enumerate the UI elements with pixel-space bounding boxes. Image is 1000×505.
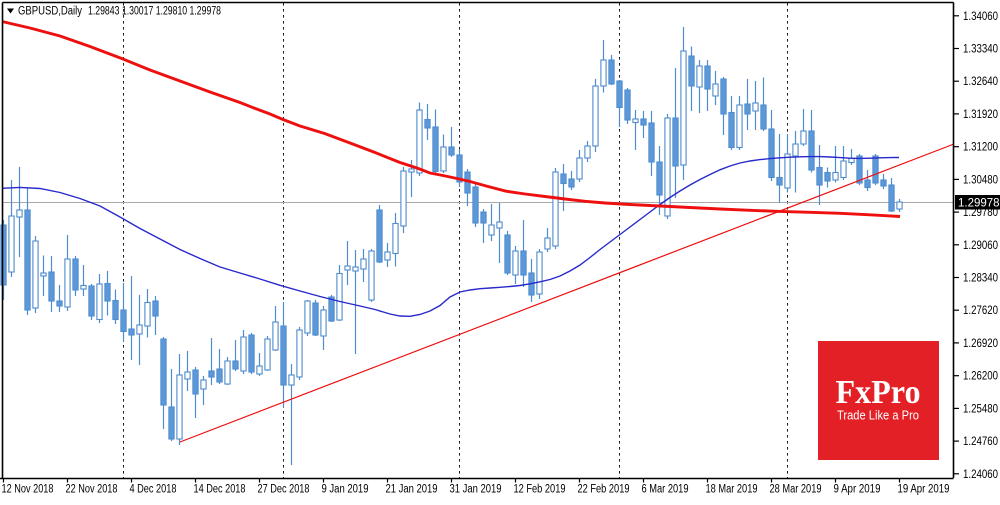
svg-text:18 Mar 2019: 18 Mar 2019 [706,484,758,496]
svg-text:1.29060: 1.29060 [963,240,998,252]
svg-text:GBPUSD,Daily: GBPUSD,Daily [18,6,82,18]
svg-text:1.29843 1.30017 1.29810 1.2997: 1.29843 1.30017 1.29810 1.29978 [88,6,221,18]
svg-text:1.29978: 1.29978 [958,198,1000,210]
svg-text:1.26920: 1.26920 [963,338,998,350]
svg-text:31 Jan 2019: 31 Jan 2019 [450,484,502,496]
svg-text:1.31200: 1.31200 [963,142,998,154]
svg-text:1.28340: 1.28340 [963,273,998,285]
svg-text:6 Mar 2019: 6 Mar 2019 [642,484,689,496]
svg-text:27 Dec 2018: 27 Dec 2018 [258,484,310,496]
svg-text:1.32640: 1.32640 [963,76,998,88]
svg-text:1.24760: 1.24760 [963,436,998,448]
svg-text:Trade Like a Pro: Trade Like a Pro [837,409,919,423]
svg-text:1.30480: 1.30480 [963,174,998,186]
svg-text:19 Apr 2019: 19 Apr 2019 [898,484,950,496]
svg-text:9 Jan 2019: 9 Jan 2019 [322,484,369,496]
svg-text:28 Mar 2019: 28 Mar 2019 [770,484,822,496]
svg-text:1.27620: 1.27620 [963,305,998,317]
svg-text:14 Dec 2018: 14 Dec 2018 [194,484,246,496]
svg-text:FxPro: FxPro [836,374,921,411]
svg-text:1.31920: 1.31920 [963,109,998,121]
svg-text:1.34060: 1.34060 [963,11,998,23]
svg-text:22 Nov 2018: 22 Nov 2018 [66,484,118,496]
svg-text:22 Feb 2019: 22 Feb 2019 [578,484,630,496]
svg-text:9 Apr 2019: 9 Apr 2019 [834,484,881,496]
svg-text:12 Nov 2018: 12 Nov 2018 [2,484,54,496]
svg-text:21 Jan 2019: 21 Jan 2019 [386,484,438,496]
svg-text:1.33340: 1.33340 [963,44,998,56]
svg-text:1.24060: 1.24060 [963,469,998,481]
svg-text:4 Dec 2018: 4 Dec 2018 [130,484,177,496]
svg-text:1.29780: 1.29780 [963,207,998,219]
svg-text:12 Feb 2019: 12 Feb 2019 [514,484,566,496]
svg-text:1.26200: 1.26200 [963,371,998,383]
svg-text:1.25480: 1.25480 [963,403,998,415]
